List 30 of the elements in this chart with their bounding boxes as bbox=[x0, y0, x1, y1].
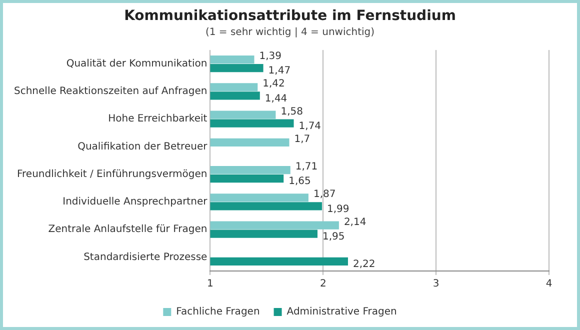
data-label: 1,71 bbox=[295, 162, 318, 173]
y-tick-label: Individuelle Ansprechpartner bbox=[62, 196, 208, 208]
data-label: 1,74 bbox=[298, 120, 322, 132]
data-label: 1,65 bbox=[288, 176, 311, 188]
data-label: 1,47 bbox=[268, 66, 291, 77]
x-tick-label: 4 bbox=[546, 278, 552, 290]
data-label: 1,7 bbox=[294, 134, 310, 145]
x-tick-label: 3 bbox=[432, 278, 440, 290]
data-label: 1,58 bbox=[280, 106, 303, 118]
y-tick-label: Qualifikation der Betreuer bbox=[78, 141, 208, 152]
data-label: 1,39 bbox=[259, 51, 282, 62]
data-label: 1,44 bbox=[264, 93, 288, 104]
data-label: 1,99 bbox=[327, 204, 350, 215]
y-tick-label: Standardisierte Prozesse bbox=[84, 252, 208, 263]
y-tick-label: Hohe Erreichbarkeit bbox=[108, 114, 208, 125]
chart-title: Kommunikationsattribute im Fernstudium bbox=[123, 8, 457, 24]
legend-label: Fachliche Fragen bbox=[176, 306, 260, 318]
x-tick-label: 2 bbox=[320, 278, 326, 290]
y-tick-label: Freundlichkeit / Einführungsvermögen bbox=[17, 168, 208, 180]
legend-label: Administrative Fragen bbox=[286, 306, 397, 318]
data-label: 1,42 bbox=[262, 78, 285, 90]
data-label: 2,14 bbox=[344, 216, 366, 228]
x-tick-label: 1 bbox=[207, 278, 214, 290]
y-tick-label: Qualität der Kommunikation bbox=[66, 58, 208, 70]
y-tick-label: Zentrale Anlaufstelle für Fragen bbox=[48, 224, 208, 236]
data-label: 2,22 bbox=[352, 259, 376, 270]
chart-subtitle: (1 = sehr wichtig | 4 = unwichtig) bbox=[204, 27, 376, 38]
y-tick-label: Schnelle Reaktionszeiten auf Anfragen bbox=[14, 86, 208, 98]
data-label: 1,95 bbox=[322, 231, 345, 242]
data-label: 1,87 bbox=[313, 189, 336, 200]
